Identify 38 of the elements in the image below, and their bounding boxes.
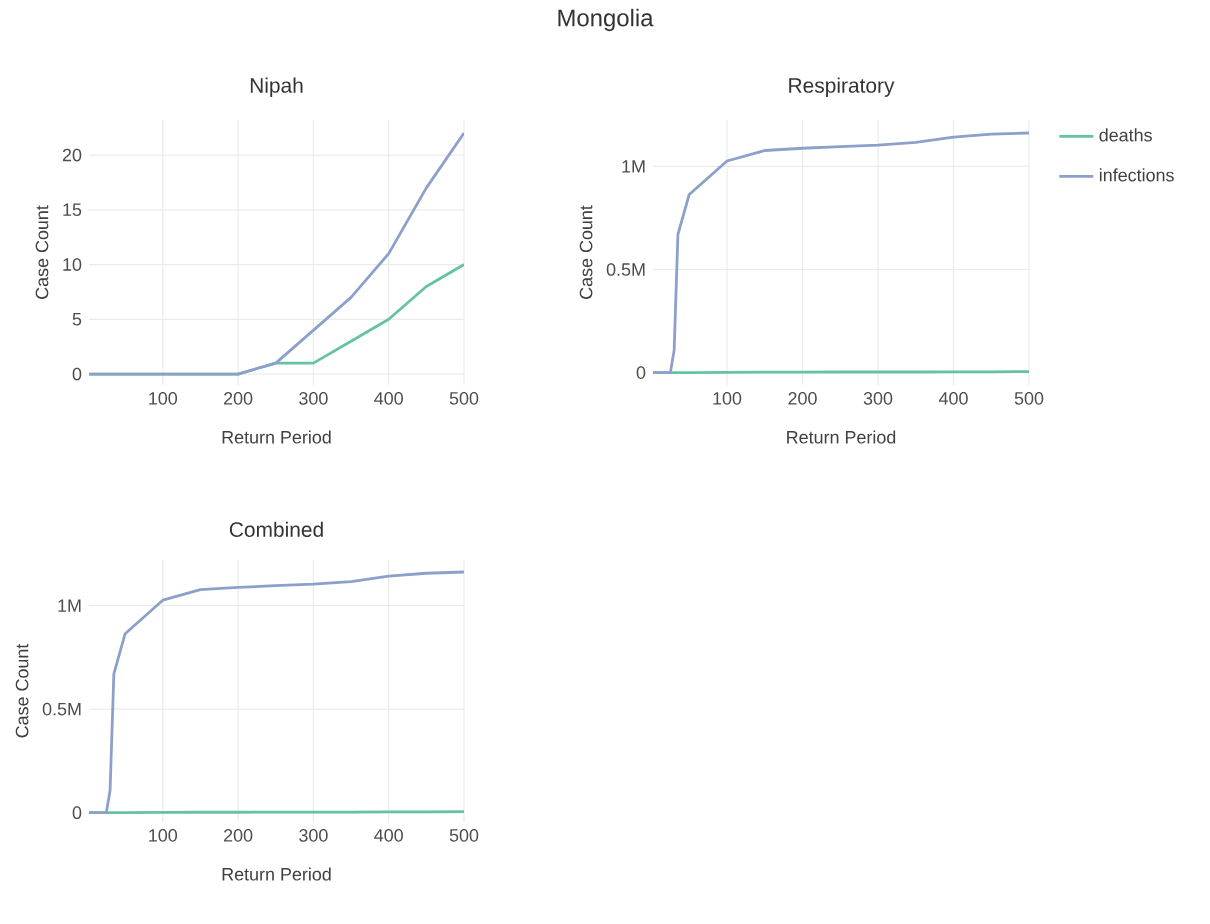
chart-title: Respiratory <box>789 77 895 97</box>
y-tick-label: 0 <box>72 367 82 381</box>
y-axis-title: Case Count <box>35 205 49 299</box>
chart-title: Combined <box>229 521 323 538</box>
x-axis-title: Return Period <box>787 430 896 444</box>
y-tick-label: 0 <box>636 366 646 379</box>
legend-label: deaths <box>1099 128 1152 142</box>
x-tick-label: 300 <box>299 392 328 405</box>
y-tick-label: 20 <box>62 148 82 162</box>
y-tick-label: 0.5M <box>42 702 81 716</box>
x-axis-title: Return Period <box>222 430 331 444</box>
x-tick-label: 400 <box>374 829 403 842</box>
y-tick-label: 0 <box>72 806 82 820</box>
x-tick-label: 100 <box>713 392 742 405</box>
x-tick-label: 500 <box>449 392 479 405</box>
text: Mongolia <box>558 8 654 32</box>
x-tick-label: 400 <box>374 392 403 405</box>
y-tick-label: 0.5M <box>606 263 645 276</box>
x-tick-label: 400 <box>938 392 968 405</box>
y-tick-label: 1M <box>58 599 81 612</box>
x-tick-label: 300 <box>863 392 893 405</box>
x-tick-label: 300 <box>299 829 328 842</box>
y-tick-label: 1M <box>622 160 645 173</box>
x-tick-label: 200 <box>224 392 253 405</box>
y-tick-label: 15 <box>63 203 82 217</box>
chart-title: Nipah <box>250 77 303 97</box>
x-tick-label: 100 <box>149 829 178 842</box>
x-tick-label: 200 <box>224 829 253 842</box>
y-tick-label: 10 <box>63 258 82 271</box>
x-axis-title: Return Period <box>222 867 331 881</box>
x-tick-label: 100 <box>149 392 178 405</box>
y-axis-title: Case Count <box>15 643 29 738</box>
legend-label: infections <box>1099 168 1174 182</box>
x-tick-label: 200 <box>788 392 817 405</box>
y-tick-label: 5 <box>72 313 82 326</box>
x-tick-label: 500 <box>449 829 479 842</box>
x-tick-label: 500 <box>1014 392 1044 405</box>
y-axis-title: Case Count <box>579 205 593 299</box>
